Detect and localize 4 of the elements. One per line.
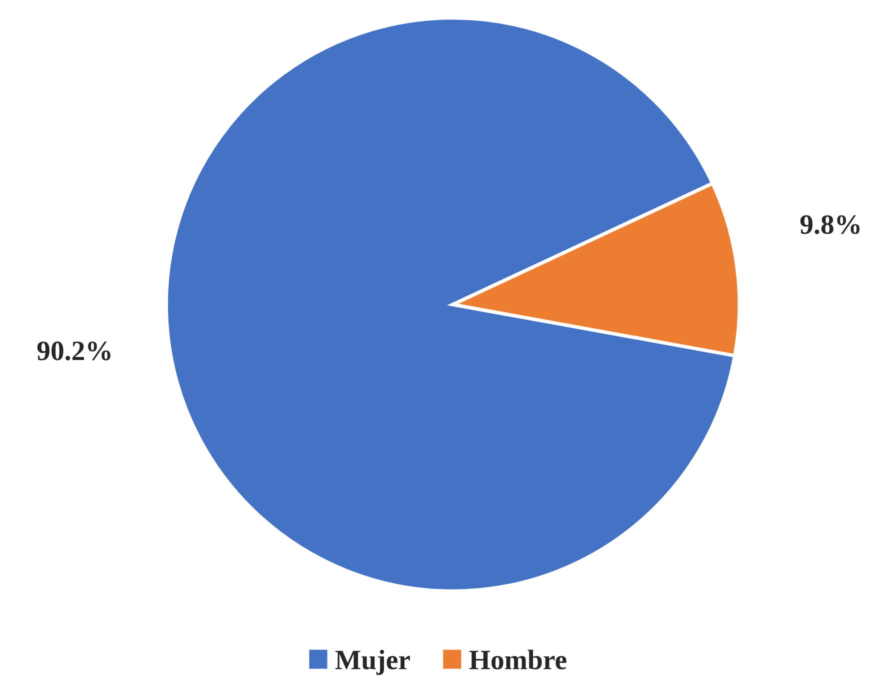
legend-label: Mujer [335,650,410,675]
data-label: 9.8% [800,215,860,234]
legend-label: Hombre [469,650,566,670]
data-label: 90.2% [37,342,110,360]
